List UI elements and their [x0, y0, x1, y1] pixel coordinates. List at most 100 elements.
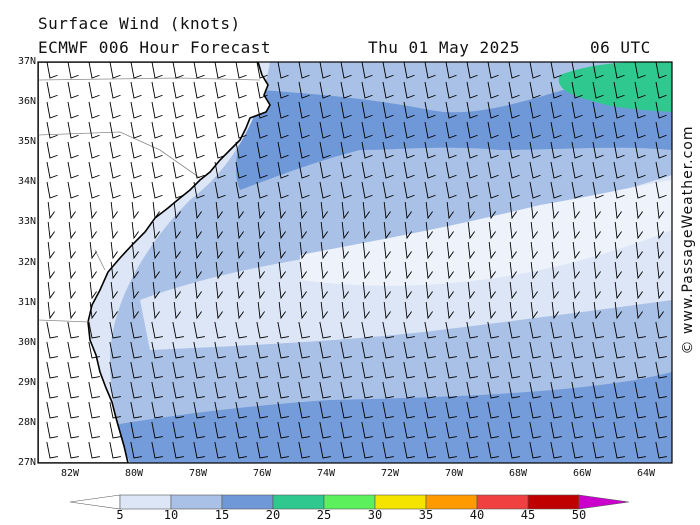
wind-barb: [571, 381, 583, 399]
wind-barb: [215, 301, 223, 320]
wind-barb: [256, 141, 268, 159]
wind-barb: [403, 381, 415, 399]
wind-barb: [382, 121, 394, 139]
wind-barb: [131, 261, 139, 280]
wind-barb: [298, 161, 310, 179]
wind-barb: [89, 301, 97, 320]
wind-barb: [88, 321, 100, 339]
wind-barb: [278, 261, 286, 280]
wind-barb: [193, 441, 205, 459]
wind-barb: [466, 161, 478, 179]
wind-barb: [130, 341, 142, 359]
legend-value: 15: [214, 508, 230, 522]
wind-barb: [361, 62, 373, 79]
wind-barb: [445, 421, 457, 439]
legend-value: 40: [469, 508, 485, 522]
wind-barb: [403, 81, 415, 99]
wind-barb: [572, 201, 580, 220]
wind-barb: [382, 441, 394, 459]
wind-barb: [529, 321, 541, 339]
wind-barb: [529, 62, 541, 79]
wind-barb: [634, 381, 646, 399]
wind-barb: [445, 441, 457, 459]
wind-barb: [382, 361, 394, 379]
wind-barb: [340, 121, 352, 139]
wind-barb: [67, 101, 79, 119]
wind-barb: [151, 401, 163, 419]
wind-barb: [131, 201, 139, 220]
wind-barb: [151, 62, 163, 79]
wind-barb: [445, 62, 457, 79]
wind-barb: [424, 101, 436, 119]
wind-barb: [655, 401, 667, 419]
wind-barb: [613, 121, 625, 139]
legend-swatch: [221, 494, 274, 510]
wind-barb: [109, 381, 121, 399]
wind-barb: [193, 401, 205, 419]
wind-barb: [109, 161, 121, 179]
wind-barb: [193, 381, 205, 399]
wind-barb: [508, 101, 520, 119]
wind-barb: [214, 421, 226, 439]
lat-label: 35N: [17, 136, 36, 148]
wind-barb: [319, 181, 331, 199]
wind-barb: [362, 301, 370, 320]
lat-label: 34N: [17, 176, 36, 188]
wind-barb: [68, 301, 76, 320]
wind-barb: [319, 62, 331, 79]
wind-barb: [383, 241, 391, 260]
wind-barb: [550, 441, 562, 459]
wind-barb: [424, 161, 436, 179]
wind-barb: [655, 341, 667, 359]
wind-barb: [593, 301, 601, 320]
wind-barb: [572, 241, 580, 260]
wind-barb: [67, 62, 79, 79]
wind-barb: [488, 241, 496, 260]
wind-barb: [214, 381, 226, 399]
wind-barb: [508, 361, 520, 379]
wind-barb: [67, 81, 79, 99]
wind-barb: [655, 181, 667, 199]
wind-barb: [403, 121, 415, 139]
wind-barb: [361, 181, 373, 199]
wind-barb: [67, 361, 79, 379]
wind-barb: [466, 341, 478, 359]
wind-barb: [571, 101, 583, 119]
wind-barb: [256, 81, 268, 99]
wind-barb: [634, 101, 646, 119]
wind-barb: [109, 181, 121, 199]
wind-barb: [550, 401, 562, 419]
wind-barb: [130, 321, 142, 339]
wind-barb: [529, 441, 541, 459]
wind-barb: [151, 341, 163, 359]
legend-value: 25: [316, 508, 332, 522]
wind-barb: [634, 421, 646, 439]
wind-barb: [467, 261, 475, 280]
wind-barb: [319, 141, 331, 159]
wind-barb: [214, 321, 226, 339]
wind-barb: [446, 221, 454, 240]
wind-barb: [361, 381, 373, 399]
wind-barb: [424, 381, 436, 399]
wind-barb: [235, 121, 247, 139]
wind-barb: [529, 161, 541, 179]
wind-barb: [257, 221, 265, 240]
wind-barb: [424, 121, 436, 139]
wind-barb: [277, 401, 289, 419]
wind-barb: [446, 201, 454, 220]
wind-barb: [340, 62, 352, 79]
wind-barb: [404, 281, 412, 300]
wind-barb: [550, 181, 562, 199]
wind-barb: [299, 201, 307, 220]
wind-barb: [319, 321, 331, 339]
wind-barb: [88, 62, 100, 79]
wind-barb: [151, 381, 163, 399]
wind-barb: [257, 201, 265, 220]
wind-barb: [530, 261, 538, 280]
wind-barb: [593, 261, 601, 280]
wind-barb: [298, 101, 310, 119]
wind-barb: [130, 121, 142, 139]
wind-barb: [571, 401, 583, 419]
wind-barb: [592, 361, 604, 379]
wind-barb: [109, 101, 121, 119]
